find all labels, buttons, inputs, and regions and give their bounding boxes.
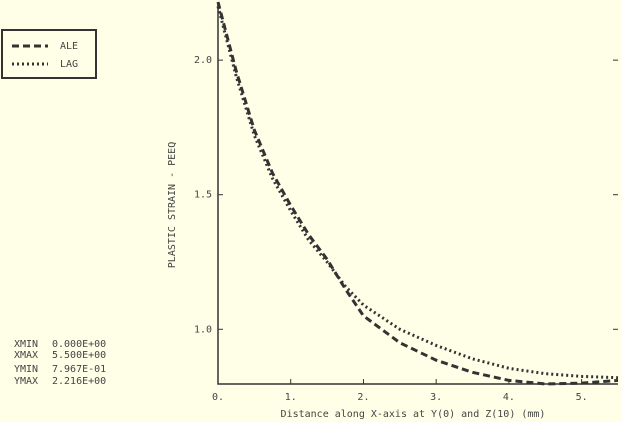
limit-value: 0.000E+00 — [52, 339, 106, 350]
x-tick-label: 1. — [285, 392, 297, 403]
limit-name: XMIN — [14, 339, 38, 350]
limit-value: 2.216E+00 — [52, 376, 106, 387]
limit-value: 7.967E-01 — [52, 364, 106, 375]
x-axis-label: Distance along X-axis at Y(0) and Z(10) … — [281, 409, 546, 420]
plot-frame — [217, 2, 618, 385]
legend-label: ALE — [60, 41, 78, 52]
x-tick-label: 4. — [503, 392, 515, 403]
data-line — [216, 1, 619, 386]
limit-name: YMIN — [14, 364, 38, 375]
limit-name: YMAX — [14, 376, 38, 387]
x-tick-label: 2. — [357, 392, 369, 403]
x-tick-label: 3. — [430, 392, 442, 403]
y-tick-label: 1.0 — [194, 324, 212, 335]
y-axis-label: PLASTIC STRAIN - PEEQ — [167, 142, 178, 268]
x-tick-label: 5. — [576, 392, 588, 403]
y-tick-label: 2.0 — [194, 55, 212, 66]
legend-label: LAG — [60, 59, 78, 70]
data-line — [216, 5, 619, 380]
x-tick-label: 0. — [212, 392, 224, 403]
y-tick-label: 1.5 — [194, 190, 212, 201]
limit-name: XMAX — [14, 350, 38, 361]
limit-value: 5.500E+00 — [52, 350, 106, 361]
legend-box — [1, 29, 97, 79]
